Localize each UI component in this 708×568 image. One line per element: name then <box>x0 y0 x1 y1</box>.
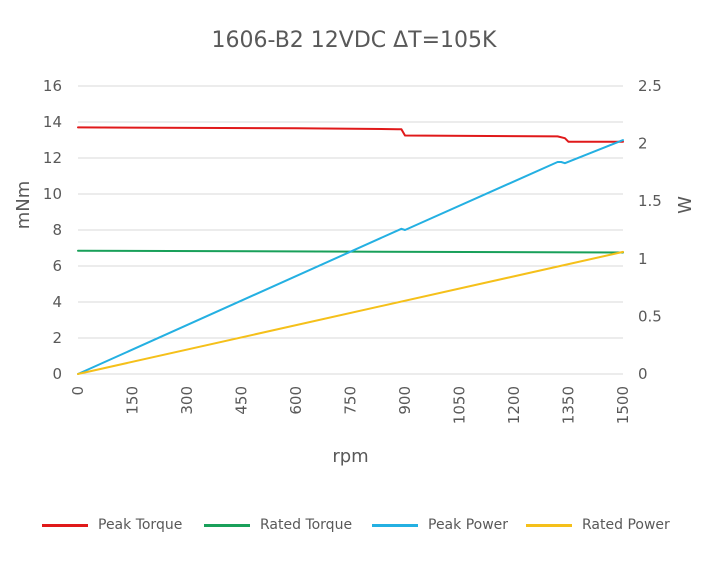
x-tick-label: 1350 <box>560 386 578 424</box>
x-axis-title: rpm <box>332 446 368 467</box>
x-tick-label: 1200 <box>505 386 523 424</box>
y-right-tick-label: 0.5 <box>638 307 662 325</box>
tick-labels: 0 2 4 6 8 10 12 14 16 0 0.5 1 1.5 2 2.5 0 150 300 450 600 75… <box>43 77 662 424</box>
legend-label: Rated Power <box>582 517 670 533</box>
legend-item-peak-power: Peak Power <box>372 514 508 536</box>
legend: Peak Torque Rated Torque Peak Power Rated P… <box>0 514 708 536</box>
y-left-tick-label: 10 <box>43 185 62 203</box>
legend-item-rated-power: Rated Power <box>526 514 670 536</box>
legend-label: Rated Torque <box>260 517 353 533</box>
legend-label: Peak Power <box>428 517 509 533</box>
y-right-tick-label: 1 <box>638 250 648 268</box>
legend-item-rated-torque: Rated Torque <box>204 514 352 536</box>
y-axis-right-title: W <box>675 196 696 214</box>
legend-swatch <box>526 523 572 527</box>
x-tick-label: 1050 <box>451 386 469 424</box>
x-tick-label: 1500 <box>614 386 632 424</box>
x-tick-label: 600 <box>287 386 305 415</box>
gridlines <box>78 85 623 375</box>
y-axis-left-title: mNm <box>13 181 34 230</box>
y-left-tick-label: 4 <box>52 293 62 311</box>
legend-swatch <box>372 523 418 527</box>
x-tick-label: 150 <box>124 386 142 415</box>
x-tick-label: 0 <box>69 386 87 396</box>
y-right-tick-label: 2 <box>638 135 648 153</box>
x-tick-label: 300 <box>178 386 196 415</box>
series-lines <box>77 126 624 375</box>
legend-swatch <box>42 523 88 527</box>
legend-item-peak-torque: Peak Torque <box>42 514 182 536</box>
legend-label: Peak Torque <box>98 517 183 533</box>
x-tick-label: 450 <box>233 386 251 415</box>
legend-swatch <box>204 523 250 527</box>
series-line-peak-torque <box>77 126 624 143</box>
y-left-tick-label: 2 <box>52 329 62 347</box>
series-line-rated-power <box>77 250 624 375</box>
y-left-tick-label: 6 <box>52 257 62 275</box>
chart-title: 1606-B2 12VDC ΔT=105K <box>211 28 497 53</box>
x-tick-label: 900 <box>396 386 414 415</box>
y-right-tick-label: 0 <box>638 365 648 383</box>
y-left-tick-label: 14 <box>43 113 62 131</box>
y-left-tick-label: 12 <box>43 149 62 167</box>
x-tick-label: 750 <box>342 386 360 415</box>
series-line-peak-power <box>77 139 624 375</box>
y-left-tick-label: 0 <box>52 365 62 383</box>
y-right-tick-label: 2.5 <box>638 77 662 95</box>
y-right-tick-label: 1.5 <box>638 192 662 210</box>
y-left-tick-label: 16 <box>43 77 62 95</box>
y-left-tick-label: 8 <box>52 221 62 239</box>
